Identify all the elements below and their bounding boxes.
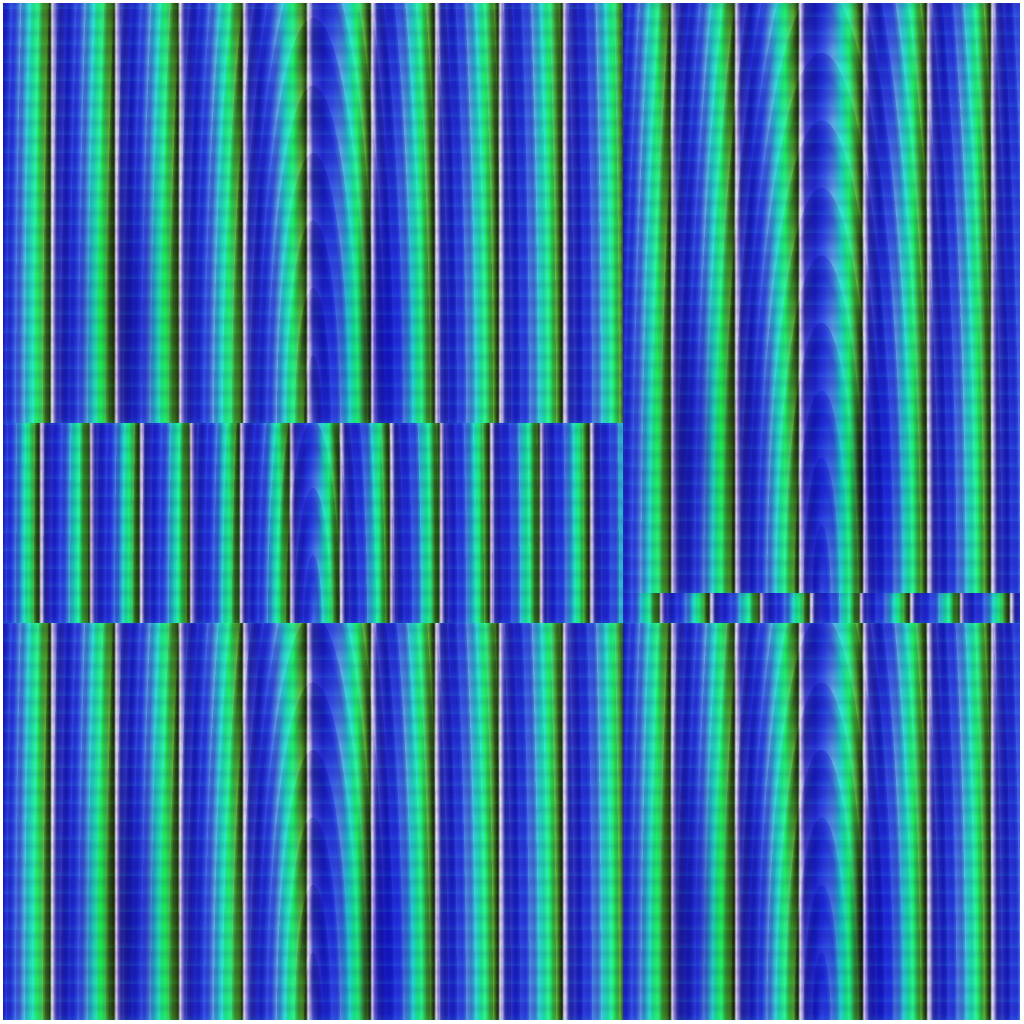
image-tile-middle-right <box>623 593 1020 623</box>
image-tile-top-right <box>623 3 1020 593</box>
image-tile-middle-left <box>3 423 623 623</box>
abstract-image <box>3 3 1020 1020</box>
image-tile-top-left <box>3 3 623 423</box>
image-tile-bottom-right <box>623 623 1020 1020</box>
image-tile-bottom-left <box>3 623 623 1020</box>
